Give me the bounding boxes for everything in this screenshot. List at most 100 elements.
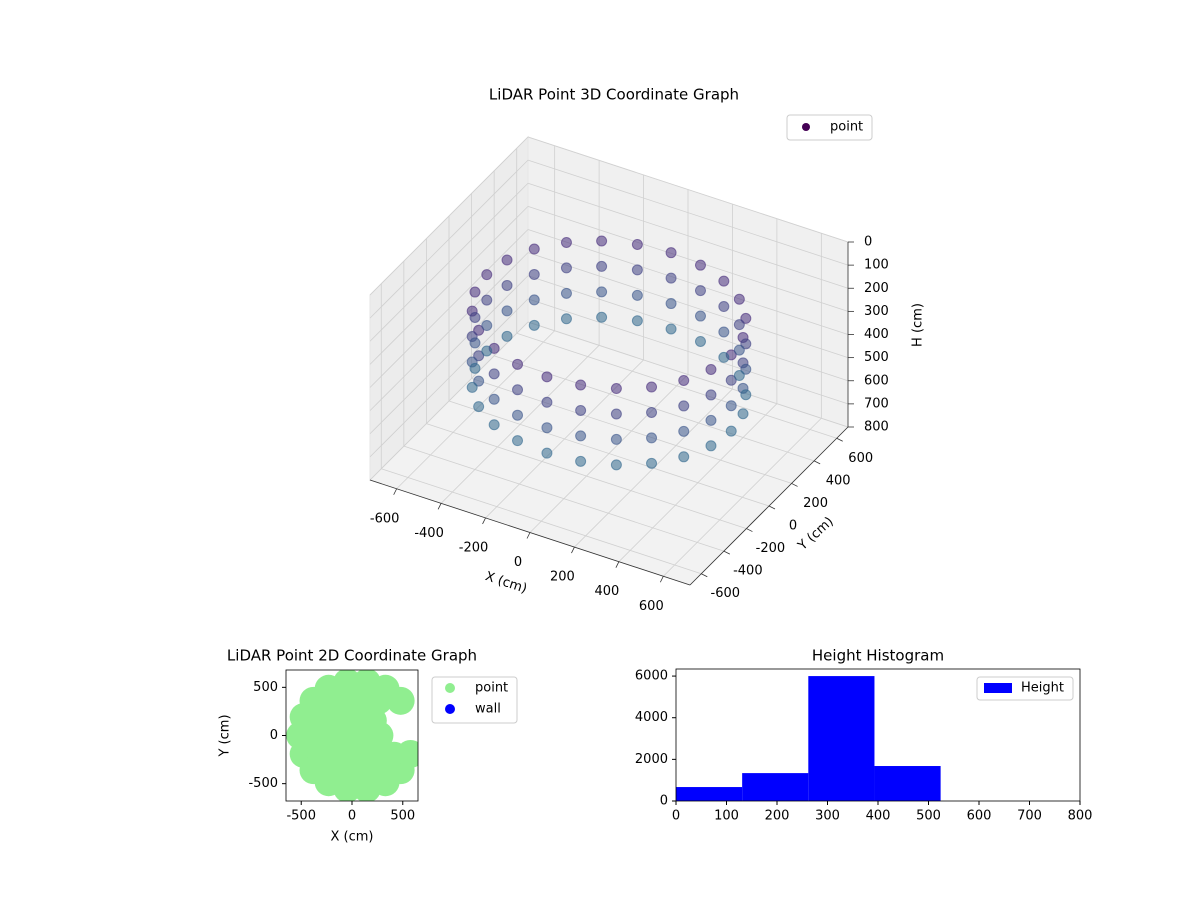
x-tick-label: 400	[866, 809, 891, 824]
x-tick-label: 0	[348, 809, 356, 824]
y-tick-label: 400	[826, 473, 851, 488]
point	[733, 344, 745, 356]
y-tick-label: 0	[789, 519, 797, 534]
point	[725, 425, 737, 437]
bar	[874, 766, 941, 801]
point	[596, 235, 608, 247]
x-tick-label: 0	[514, 555, 522, 570]
plot-area	[286, 670, 418, 801]
y-tick-label: -200	[756, 541, 786, 556]
point	[694, 285, 706, 297]
point	[560, 236, 572, 248]
z-axis-label: H (cm)	[911, 303, 926, 347]
point	[705, 440, 717, 452]
legend-label: point	[830, 120, 863, 135]
z-tick-label: 100	[864, 258, 889, 273]
point	[678, 400, 690, 412]
x-tick-label: 200	[765, 809, 790, 824]
grid-line	[369, 252, 529, 411]
y-tick-label: 0	[660, 794, 668, 809]
x-axis-label: X (cm)	[483, 569, 529, 597]
point	[718, 326, 730, 338]
x-tick-label: 400	[594, 584, 619, 599]
legend-label: Height	[1021, 681, 1064, 696]
z-tick-label: 400	[864, 327, 889, 342]
x-tick-mark	[571, 546, 575, 554]
point	[541, 447, 553, 459]
grid-line	[369, 275, 529, 435]
z-tick-label: 500	[864, 350, 889, 365]
point	[740, 389, 752, 401]
point	[473, 401, 485, 413]
y-tick-mark	[813, 460, 821, 465]
y-tick-label: 4000	[635, 710, 668, 725]
grid-line	[426, 423, 747, 529]
x-tick-label: 500	[390, 809, 415, 824]
point	[631, 238, 643, 250]
chart-histogram: 0 100 200 300 400 500 600 700 800 0 2000 4000 6000 He…	[635, 647, 1093, 824]
legend-marker	[802, 123, 810, 131]
legend-box	[976, 676, 1074, 701]
y-tick-label: -400	[733, 564, 763, 579]
y-tick-label: 6000	[635, 669, 668, 684]
grid-line	[471, 378, 792, 484]
point	[560, 313, 572, 325]
point	[610, 408, 622, 420]
point	[560, 287, 572, 299]
grid-line	[369, 182, 529, 342]
point	[512, 409, 524, 421]
x-tick-label: -600	[370, 511, 400, 526]
y-tick-label: 600	[848, 451, 873, 466]
grid-line	[369, 229, 529, 388]
y-tick-mark	[768, 505, 776, 510]
grid-line	[527, 229, 849, 335]
point	[528, 319, 540, 331]
point	[733, 293, 745, 305]
point	[469, 286, 481, 298]
x-tick-label: 100	[714, 809, 739, 824]
point	[737, 408, 749, 420]
point	[705, 363, 717, 375]
grid-line	[527, 159, 849, 266]
point	[646, 406, 658, 418]
y-tick-label: 200	[803, 496, 828, 511]
point	[469, 362, 481, 374]
point	[725, 374, 737, 386]
legend: Height	[976, 676, 1074, 701]
point	[481, 345, 493, 357]
point	[733, 370, 745, 382]
x-tick-label: 300	[815, 809, 840, 824]
x-axis-label: X (cm)	[331, 830, 374, 845]
x-tick-mark	[659, 576, 664, 583]
grid-line	[369, 321, 529, 481]
x-tick-label: -500	[286, 809, 316, 824]
grid-line	[527, 275, 849, 382]
z-tick-label: 0	[864, 235, 872, 250]
point	[501, 254, 513, 266]
point	[646, 432, 658, 444]
point	[396, 739, 418, 768]
point	[694, 310, 706, 322]
point	[469, 337, 481, 349]
x-tick-label: -200	[459, 540, 489, 555]
grid-line	[403, 445, 724, 552]
legend: point wall	[431, 676, 518, 724]
x-tick-mark	[482, 517, 486, 525]
legend-label: wall	[475, 702, 501, 717]
point	[528, 294, 540, 306]
grid-line	[448, 400, 770, 507]
grid-line	[369, 206, 529, 365]
chart-title: LiDAR Point 2D Coordinate Graph	[227, 647, 477, 665]
y-tick-label: 500	[253, 680, 278, 695]
point	[466, 381, 478, 393]
point	[560, 262, 572, 274]
grid-line	[527, 252, 849, 359]
grid-line	[527, 182, 849, 289]
point	[501, 279, 513, 291]
z-tick-label: 800	[864, 420, 889, 435]
point	[665, 247, 677, 259]
x-tick-label: 700	[1017, 809, 1042, 824]
point	[528, 268, 540, 280]
x-tick-mark	[615, 561, 620, 568]
legend-box	[786, 114, 873, 141]
